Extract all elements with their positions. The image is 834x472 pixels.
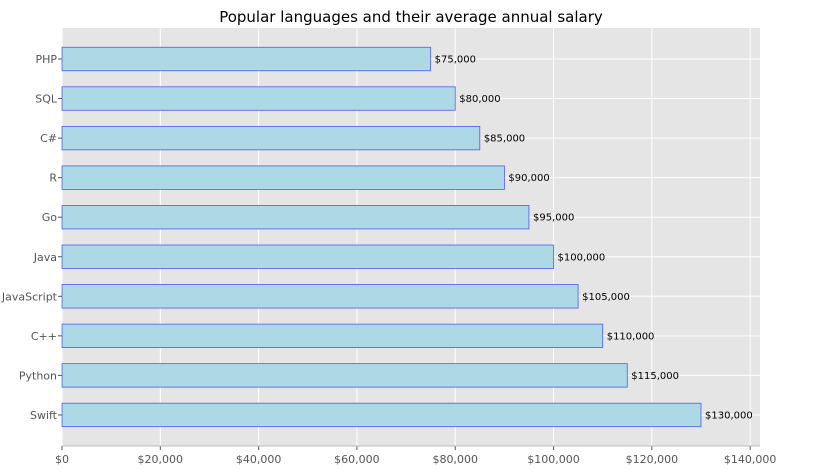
data-labels: $75,000 $80,000 $85,000 $90,000 $95,000 $100,… bbox=[435, 55, 753, 422]
x-tick-label: $60,000 bbox=[334, 453, 380, 466]
bar-swift bbox=[61, 402, 702, 428]
x-axis-tick-labels: $0 $20,000 $40,000 $60,000 $80,000 $100,000 $1… bbox=[55, 445, 777, 466]
y-tick-label: R bbox=[49, 172, 57, 185]
data-label: $90,000 bbox=[508, 173, 549, 184]
y-tick-label: Python bbox=[19, 369, 57, 382]
x-tick-label: $100,000 bbox=[527, 453, 580, 466]
y-tick-label: Go bbox=[42, 211, 58, 224]
bar-php bbox=[61, 46, 432, 72]
y-tick-label: SQL bbox=[35, 93, 58, 106]
bar-go bbox=[61, 205, 530, 230]
y-tick-label: C# bbox=[40, 132, 57, 145]
y-tick-label: C++ bbox=[31, 330, 57, 343]
x-tick-label: $20,000 bbox=[138, 453, 184, 466]
data-label: $75,000 bbox=[435, 55, 476, 66]
bar-sql bbox=[61, 86, 456, 111]
data-label: $105,000 bbox=[582, 292, 630, 303]
y-axis-tick-labels: PHP SQL C# R Go Java JavaScript C++ Python Swift bbox=[1, 53, 62, 422]
y-tick-label: Swift bbox=[30, 409, 58, 422]
x-tick-label: $80,000 bbox=[432, 453, 478, 466]
y-tick-label: PHP bbox=[35, 53, 57, 66]
bar-c- bbox=[61, 125, 481, 151]
x-tick-label: $140,000 bbox=[724, 453, 777, 466]
data-label: $85,000 bbox=[484, 134, 525, 145]
data-label: $115,000 bbox=[631, 371, 679, 382]
bar-java bbox=[61, 244, 554, 269]
chart-title: Popular languages and their average annu… bbox=[219, 8, 603, 26]
y-tick-label: Java bbox=[33, 251, 57, 264]
bar-r bbox=[61, 165, 505, 190]
x-tick-label: $0 bbox=[55, 453, 69, 466]
bar-python bbox=[61, 363, 628, 388]
bar-javascript bbox=[61, 284, 579, 309]
bar-c- bbox=[61, 323, 604, 349]
data-label: $95,000 bbox=[533, 213, 574, 224]
y-tick-label: JavaScript bbox=[1, 290, 58, 303]
data-label: $80,000 bbox=[459, 94, 500, 105]
x-tick-label: $120,000 bbox=[626, 453, 679, 466]
data-label: $130,000 bbox=[705, 410, 753, 421]
data-label: $100,000 bbox=[558, 252, 606, 263]
data-label: $110,000 bbox=[607, 331, 655, 342]
x-tick-label: $40,000 bbox=[236, 453, 282, 466]
